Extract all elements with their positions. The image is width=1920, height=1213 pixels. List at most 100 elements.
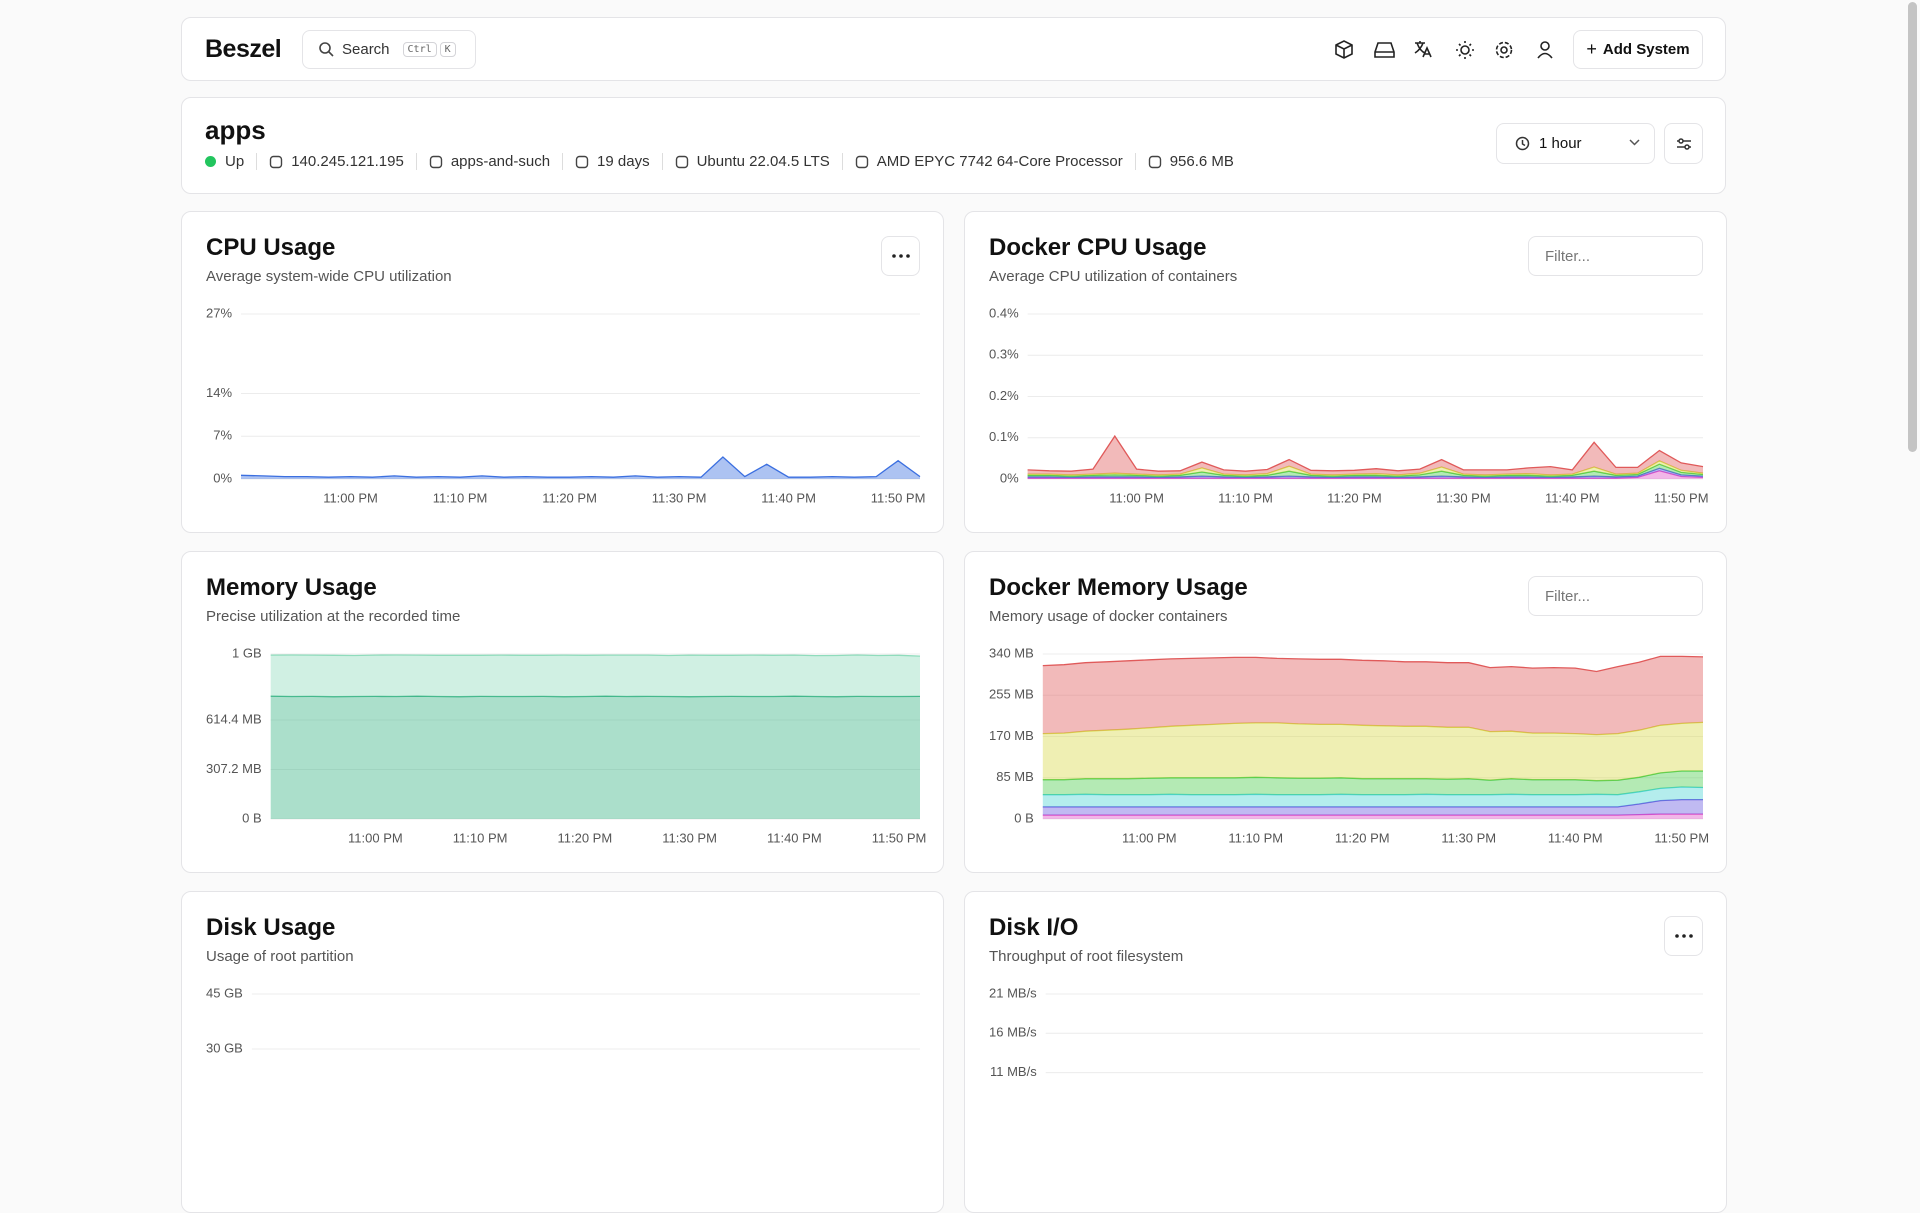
chart-menu-button[interactable]	[1664, 916, 1703, 956]
chart-subtitle: Throughput of root filesystem	[989, 948, 1184, 965]
chart-title: Docker CPU Usage	[989, 234, 1207, 261]
series-area	[1042, 656, 1703, 735]
detail: Ubuntu 22.04.5 LTS	[696, 153, 830, 170]
filter-input[interactable]: Filter...	[1528, 236, 1703, 276]
x-tick-label: 11:30 PM	[652, 490, 707, 505]
filter-placeholder: Filter...	[1545, 247, 1591, 265]
chart-card: 30 GB 45 GB Disk Usage Usage of root partit…	[181, 891, 944, 1213]
series-line	[270, 654, 921, 657]
chart-subtitle: Memory usage of docker containers	[989, 608, 1228, 625]
y-tick-label: 21 MB/s	[989, 985, 1037, 1000]
y-tick-label: 30 GB	[206, 1040, 243, 1055]
add-system-button[interactable]: + Add System	[1573, 30, 1703, 69]
filter-input[interactable]: Filter...	[1528, 576, 1703, 616]
search-box[interactable]: Search Ctrl K	[302, 30, 476, 69]
chart: 11 MB/s 16 MB/s 21 MB/s	[989, 985, 1703, 1079]
series-line	[240, 456, 921, 478]
y-tick-label: 170 MB	[989, 728, 1034, 743]
series-line	[1042, 798, 1703, 808]
series-line	[1027, 470, 1704, 479]
x-tick-label: 11:10 PM	[1218, 490, 1273, 505]
y-tick-label: 340 MB	[989, 645, 1034, 660]
chart-subtitle: Average CPU utilization of containers	[989, 268, 1238, 285]
add-system-label: Add System	[1602, 41, 1690, 58]
series-area	[241, 457, 920, 479]
series-area	[1042, 722, 1703, 781]
plus-icon: +	[1586, 39, 1597, 59]
search-icon	[319, 42, 334, 57]
icon-shape	[855, 155, 868, 168]
chart-title: CPU Usage	[206, 234, 336, 261]
detail: apps-and-such	[450, 153, 551, 170]
chart-title: Memory Usage	[206, 574, 377, 601]
detail: 19 days	[597, 153, 650, 170]
icon-shape	[269, 155, 283, 168]
x-tick-label: 11:40 PM	[1548, 830, 1603, 845]
brand: Beszel	[205, 35, 282, 63]
series-line	[1027, 463, 1704, 477]
y-tick-label: 85 MB	[996, 769, 1034, 784]
separator	[1134, 153, 1136, 170]
settings-icon	[1676, 137, 1691, 150]
x-tick-label: 11:20 PM	[1327, 490, 1382, 505]
time-range-select[interactable]: 1 hour	[1496, 123, 1655, 164]
detail-icon	[1148, 155, 1161, 168]
x-tick-label: 11:30 PM	[1436, 490, 1491, 505]
detail-icon	[675, 155, 688, 168]
detail-icon	[855, 155, 868, 168]
series-area	[1027, 464, 1703, 478]
separator	[661, 153, 663, 170]
icon-shape	[675, 155, 688, 168]
x-tick-label: 11:00 PM	[323, 490, 378, 505]
y-tick-label: 0.3%	[989, 347, 1019, 362]
chevron	[1629, 139, 1640, 146]
chart-settings-button[interactable]	[1664, 123, 1703, 164]
y-tick-label: 0%	[1000, 470, 1019, 485]
series-line	[1042, 721, 1704, 736]
x-tick-label: 11:00 PM	[348, 830, 403, 845]
system-name: apps	[205, 115, 266, 145]
detail-icon	[269, 155, 283, 168]
system-card: apps Up 140.245.121.195 apps-and-such 19 d…	[181, 97, 1726, 194]
filter-placeholder: Filter...	[1545, 587, 1591, 605]
y-tick-label: 11 MB/s	[990, 1064, 1037, 1079]
series-area	[1042, 771, 1703, 795]
separator	[841, 153, 843, 170]
detail: AMD EPYC 7742 64-Core Processor	[876, 153, 1123, 170]
scrollbar-thumb	[1908, 2, 1917, 452]
separator	[256, 153, 258, 170]
x-tick-label: 11:40 PM	[1545, 490, 1600, 505]
series-area	[1042, 787, 1703, 807]
dot	[1674, 934, 1679, 938]
chart-card: 0% 0.1% 0.2% 0.3% 0.4% 11:00 PM 11:10 PM 11:20 …	[964, 211, 1727, 533]
chart: 0 B 307.2 MB 614.4 MB 1 GB 11:00 PM 11:10 PM 1…	[206, 645, 926, 845]
y-tick-label: 1 GB	[232, 645, 262, 660]
dot	[905, 254, 910, 258]
detail: 140.245.121.195	[291, 153, 404, 170]
chart-title: Disk Usage	[206, 914, 336, 941]
x-tick-label: 11:40 PM	[767, 830, 822, 845]
y-tick-label: 14%	[206, 385, 232, 400]
chart-card: 11 MB/s 16 MB/s 21 MB/s Disk I/O Throughput …	[964, 891, 1727, 1213]
x-tick-label: 11:10 PM	[1228, 830, 1283, 845]
search-label: Search	[342, 41, 390, 58]
toolbar-icons[interactable]	[1332, 38, 1562, 62]
chart: 30 GB 45 GB	[206, 985, 920, 1055]
y-tick-label: 16 MB/s	[989, 1025, 1037, 1040]
chart: 0 B 85 MB 170 MB 255 MB 340 MB 11:00 PM 11:10 …	[989, 645, 1709, 845]
x-tick-label: 11:30 PM	[662, 830, 717, 845]
dot	[891, 254, 896, 258]
x-tick-label: 11:20 PM	[558, 830, 613, 845]
detail: 956.6 MB	[1169, 153, 1234, 170]
shortcut-key: K	[439, 42, 456, 57]
x-tick-label: 11:10 PM	[453, 830, 508, 845]
series-area	[270, 655, 920, 697]
chart-menu-button[interactable]	[881, 236, 920, 276]
y-tick-label: 7%	[213, 428, 232, 443]
x-tick-label: 11:50 PM	[1654, 830, 1709, 845]
dot	[1681, 934, 1686, 938]
shortcut-key: Ctrl	[402, 42, 437, 57]
y-tick-label: 614.4 MB	[206, 711, 262, 726]
series-area	[1027, 460, 1703, 477]
y-tick-label: 0.4%	[989, 305, 1019, 320]
